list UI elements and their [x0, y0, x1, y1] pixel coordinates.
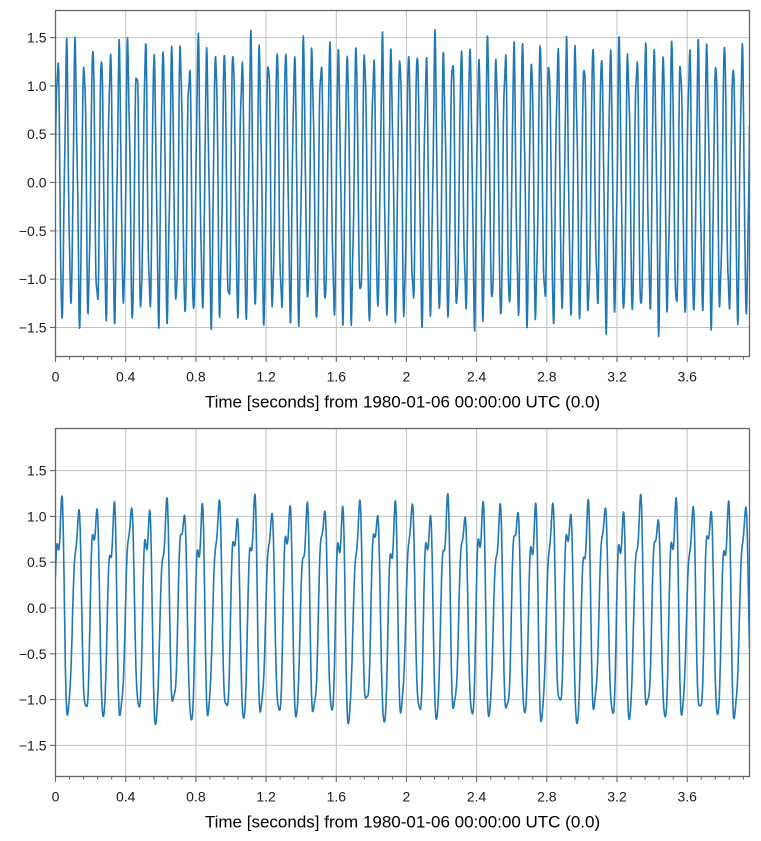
timeseries-figure-bottom: 0 0.4 0.8 1.2 1.6 2 2.4 2.8 3.2 3.6 1.5 1.0 0.5 0.0 −0…	[0, 421, 761, 841]
x-tick-label: 3.2	[607, 369, 627, 385]
y-tick-label: −0.5	[19, 646, 47, 662]
timeseries-chart-bottom: 0 0.4 0.8 1.2 1.6 2 2.4 2.8 3.2 3.6 1.5 1.0 0.5 0.0 −0…	[19, 427, 751, 832]
y-tick-label: 1.5	[27, 463, 47, 479]
y-tick-label: 0.5	[27, 126, 47, 142]
y-tick-label: −1.0	[19, 692, 47, 708]
y-tick-label: −1.5	[19, 737, 47, 753]
x-tick-label: 1.2	[256, 369, 276, 385]
x-tick-label: 0	[52, 789, 60, 805]
y-tick-label: 1.5	[27, 30, 47, 46]
y-tick-label: −1.0	[19, 271, 47, 287]
x-tick-label: 3.6	[677, 789, 697, 805]
axes-spines	[54, 427, 751, 778]
y-tick-label: 1.0	[27, 78, 47, 94]
x-tick-label: 1.6	[327, 789, 347, 805]
x-axis-label: Time [seconds] from 1980-01-06 00:00:00 …	[205, 813, 600, 832]
axes-spines	[54, 9, 751, 358]
y-tick-label: 0.0	[27, 175, 47, 191]
x-tick-label: 0.4	[116, 369, 136, 385]
x-tick-label: 2	[403, 369, 411, 385]
x-tick-label: 0.8	[186, 789, 206, 805]
y-tick-label: −1.5	[19, 320, 47, 336]
timeseries-figure-top: 0 0.4 0.8 1.2 1.6 2 2.4 2.8 3.2 3.6 1.5 1.0 0.5 0.0 −0…	[19, 9, 751, 412]
x-tick-label: 2.4	[467, 369, 487, 385]
y-tick-label: 0.5	[27, 554, 47, 570]
y-tick-label: 0.0	[27, 600, 47, 616]
x-tick-label: 2.4	[467, 789, 487, 805]
x-tick-label: 0	[52, 369, 60, 385]
x-tick-label: 1.2	[256, 789, 276, 805]
x-tick-label: 0.4	[116, 789, 136, 805]
y-tick-label: −0.5	[19, 223, 47, 239]
x-tick-label: 3.2	[607, 789, 627, 805]
x-tick-label: 2	[403, 789, 411, 805]
y-tick-label: 1.0	[27, 508, 47, 524]
x-tick-label: 3.6	[677, 369, 697, 385]
waveform-line	[55, 492, 750, 726]
timeseries-chart-top: 0 0.4 0.8 1.2 1.6 2 2.4 2.8 3.2 3.6 1.5 1.0 0.5 0.0 −0…	[19, 9, 751, 412]
x-axis-label: Time [seconds] from 1980-01-06 00:00:00 …	[205, 393, 600, 412]
waveform-line	[55, 28, 750, 338]
x-tick-label: 2.8	[537, 369, 557, 385]
x-tick-label: 0.8	[186, 369, 206, 385]
x-tick-label: 2.8	[537, 789, 557, 805]
x-tick-label: 1.6	[327, 369, 347, 385]
